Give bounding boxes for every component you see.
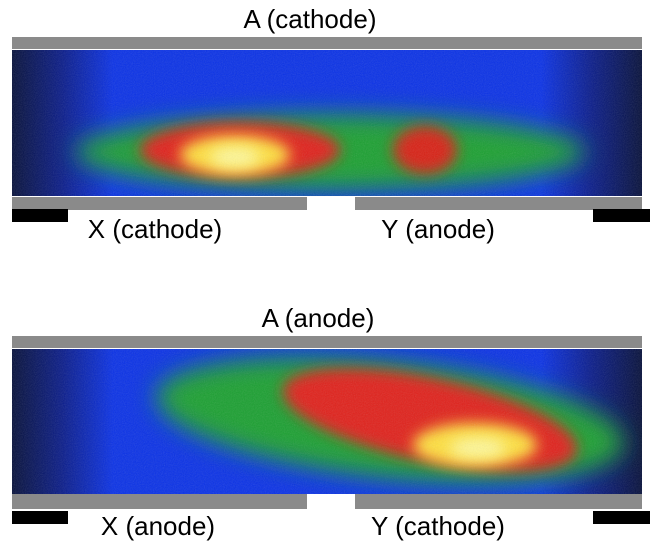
top-label: A (anode) [262,303,375,333]
intensity-map [12,338,642,502]
left-label: X (anode) [101,511,215,541]
electrode-bar [355,494,642,509]
right-label: Y (anode) [381,214,495,244]
electrode-bar [12,197,307,210]
figure: A (cathode) X (cathode) Y (anode) A (ano… [0,0,654,547]
left-label: X (cathode) [88,214,222,244]
electrode-bar [12,336,642,348]
contact-block [12,511,68,524]
contact-block [12,209,68,222]
contact-block [593,511,650,524]
top-label: A (cathode) [244,4,377,34]
page: {"panels": [ {"top_label": "A (cathode)"… [0,0,654,547]
panel: A (anode) X (anode) Y (cathode) [12,303,650,541]
electrode-bar [355,197,642,210]
intensity-map [12,50,642,196]
right-label: Y (cathode) [371,511,505,541]
contact-block [593,209,650,222]
electrode-bar [12,494,307,509]
panel: A (cathode) X (cathode) Y (anode) [12,4,650,244]
electrode-bar [12,37,642,49]
